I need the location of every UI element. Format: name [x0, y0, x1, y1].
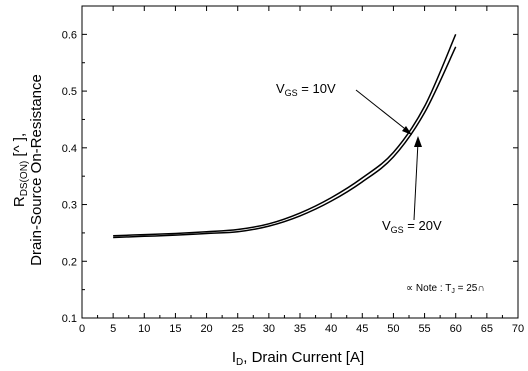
x-tick-label: 25	[232, 323, 244, 335]
series-line-vgs-20v	[113, 46, 457, 239]
x-tick-label: 50	[387, 323, 399, 335]
series-lines	[113, 34, 457, 239]
x-tick-label: 40	[325, 323, 337, 335]
y-tick-label: 0.1	[62, 313, 77, 325]
y-axis-title-line2: Drain-Source On-Resistance	[28, 74, 45, 266]
y-tick-label: 0.2	[62, 256, 77, 268]
x-tick-label: 5	[110, 323, 116, 335]
x-tick-label: 15	[169, 323, 181, 335]
y-tick-label: 0.6	[62, 29, 77, 41]
tick-labels: 0 5 10 15 20 25 30 35 40 45 50 55 60 65 70 0.1 0.2 0.3 0.4…	[62, 29, 524, 335]
series-arrowhead-vgs-20v	[414, 136, 422, 147]
series-arrow-vgs-20v	[413, 141, 419, 221]
series-label-vgs-10v: VGS = 10V	[276, 81, 336, 98]
x-tick-label: 55	[418, 323, 430, 335]
x-tick-label: 0	[79, 323, 85, 335]
x-tick-label: 70	[512, 323, 524, 335]
y-axis-title-line1: RDS(ON) [^ ],	[11, 133, 30, 207]
x-tick-label: 30	[263, 323, 275, 335]
x-tick-label: 65	[481, 323, 493, 335]
x-axis-title: ID, Drain Current [A]	[232, 349, 364, 368]
y-tick-label: 0.5	[62, 86, 77, 98]
series-label-vgs-20v: VGS = 20V	[382, 218, 442, 235]
series-arrowhead-vgs-10v	[402, 126, 412, 135]
x-tick-label: 35	[294, 323, 306, 335]
y-tick-label: 0.3	[62, 200, 77, 212]
x-tick-label: 45	[356, 323, 368, 335]
x-tick-label: 10	[138, 323, 150, 335]
x-tick-label: 60	[450, 323, 462, 335]
y-tick-label: 0.4	[62, 143, 77, 155]
ticks	[81, 5, 519, 319]
series-arrow-vgs-10v	[355, 89, 410, 133]
series-line-vgs-10v	[113, 34, 457, 237]
x-tick-label: 20	[200, 323, 212, 335]
note-text: ∝ Note : TJ = 25∩	[406, 283, 485, 295]
